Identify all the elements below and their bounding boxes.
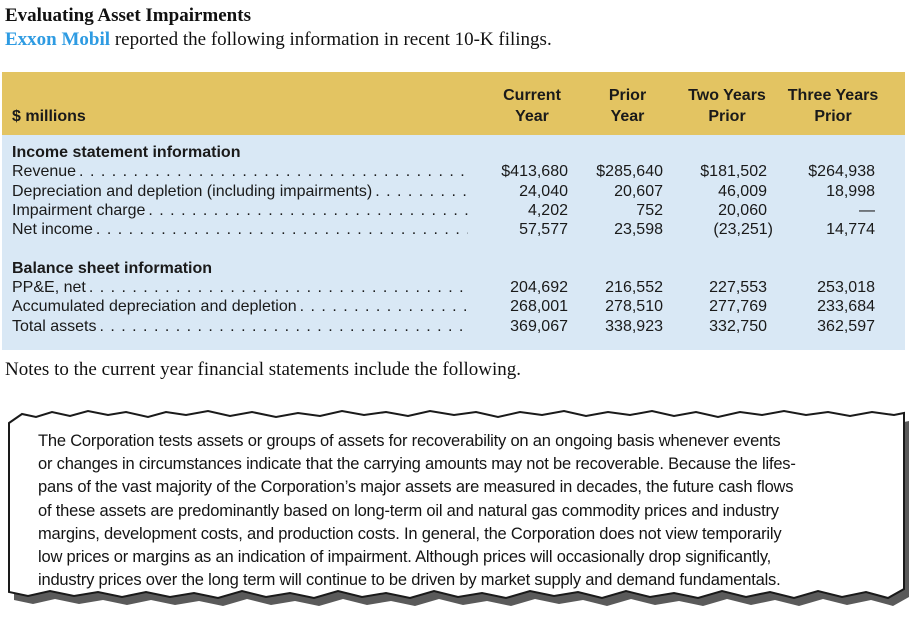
- cell-value: 752: [636, 201, 663, 219]
- cell-value: 277,769: [709, 298, 767, 316]
- table-row: Impairment charge 4,202 752 20,060 —: [12, 201, 875, 220]
- table-row: Total assets 369,067 338,923 332,750 362…: [12, 317, 875, 336]
- cell-value: 23,598: [614, 221, 663, 239]
- notes-lead: Notes to the current year financial stat…: [5, 359, 521, 380]
- cell-value: 57,577: [519, 221, 568, 239]
- cell-value: 233,684: [817, 298, 875, 316]
- row-label: Impairment charge: [12, 201, 146, 219]
- cell-value: 204,692: [510, 279, 568, 297]
- table-row: PP&E, net 204,692 216,552 227,553 253,01…: [12, 278, 875, 297]
- cell-value: $285,640: [596, 163, 663, 181]
- note-line: of these assets are predominantly based …: [38, 501, 779, 520]
- column-header-line: Current: [503, 87, 561, 104]
- table-row: Net income 57,577 23,598 (23,251) 14,774: [12, 220, 875, 239]
- column-header-three-years-prior: Three Years Prior: [779, 85, 887, 127]
- page-title: Evaluating Asset Impairments: [5, 5, 251, 26]
- cell-value: 332,750: [709, 317, 767, 335]
- note-line: pans of the vast majority of the Corpora…: [38, 478, 794, 497]
- row-label: Accumulated depreciation and depletion: [12, 298, 297, 316]
- note-text: The Corporation tests assets or groups o…: [38, 430, 884, 592]
- dot-leader: [79, 162, 468, 181]
- torn-paper-border: [8, 409, 909, 606]
- unit-label: $ millions: [12, 108, 86, 125]
- dot-leader: [300, 297, 468, 316]
- cell-value: 253,018: [817, 279, 875, 297]
- cell-value: 14,774: [826, 221, 875, 239]
- section-heading-balance-sheet: Balance sheet information: [12, 259, 213, 277]
- row-label: Net income: [12, 221, 93, 239]
- dot-leader: [99, 317, 468, 336]
- row-label: Depreciation and depletion (including im…: [12, 182, 373, 200]
- intro-text: Exxon Mobil reported the following infor…: [5, 29, 552, 51]
- cell-value: 4,202: [527, 201, 568, 219]
- torn-paper-outline: [8, 409, 905, 600]
- table-row: Depreciation and depletion (including im…: [12, 182, 875, 201]
- table-row: Accumulated depreciation and depletion 2…: [12, 297, 875, 316]
- column-header-line: Two Years: [688, 87, 766, 104]
- dot-leader: [96, 220, 468, 239]
- column-header-prior-year: Prior Year: [580, 85, 675, 127]
- section-spacer: [12, 239, 875, 258]
- note-line: low prices or margins as an indication o…: [38, 548, 772, 567]
- cell-value: 24,040: [519, 182, 568, 200]
- dot-leader: [375, 182, 468, 201]
- cell-value: (23,251): [713, 221, 773, 239]
- cell-value: 362,597: [817, 317, 875, 335]
- intro-rest: reported the following information in re…: [110, 29, 552, 50]
- row-label: Total assets: [12, 317, 97, 335]
- cell-value: $264,938: [808, 163, 875, 181]
- table-body: Income statement information Revenue $41…: [2, 135, 905, 350]
- column-header-line: Prior: [814, 108, 852, 125]
- cell-value: 338,923: [605, 317, 663, 335]
- table-row: Revenue $413,680 $285,640 $181,502 $264,…: [12, 162, 875, 181]
- cell-value: —: [859, 201, 875, 219]
- cell-value: $413,680: [501, 163, 568, 181]
- column-header-line: Three Years: [787, 87, 879, 104]
- row-label: PP&E, net: [12, 279, 86, 297]
- note-line: industry prices over the long term will …: [38, 571, 781, 590]
- cell-value: 46,009: [718, 182, 767, 200]
- column-header-two-years-prior: Two Years Prior: [675, 85, 779, 127]
- column-header-line: Prior: [608, 87, 647, 104]
- note-box: The Corporation tests assets or groups o…: [8, 403, 912, 617]
- note-line: The Corporation tests assets or groups o…: [38, 432, 781, 450]
- financial-table: $ millions Current Year Prior Year Two Y…: [2, 72, 905, 350]
- cell-value: $181,502: [700, 163, 767, 181]
- dot-leader: [148, 201, 468, 220]
- column-header-line: Prior: [708, 108, 746, 125]
- column-header-current-year: Current Year: [484, 85, 580, 127]
- cell-value: 20,060: [718, 201, 767, 219]
- section-heading-income-statement: Income statement information: [12, 144, 241, 161]
- cell-value: 20,607: [614, 182, 663, 200]
- table-header: $ millions Current Year Prior Year Two Y…: [2, 72, 905, 135]
- dot-leader: [89, 278, 468, 297]
- cell-value: 268,001: [510, 298, 568, 316]
- cell-value: 216,552: [605, 279, 663, 297]
- note-line: or changes in circumstances indicate tha…: [38, 455, 796, 474]
- cell-value: 227,553: [709, 279, 767, 297]
- cell-value: 278,510: [605, 298, 663, 316]
- note-line: margins, development costs, and producti…: [38, 524, 782, 543]
- row-label: Revenue: [12, 163, 77, 181]
- cell-value: 18,998: [826, 182, 875, 200]
- column-header-line: Year: [515, 108, 549, 125]
- company-name: Exxon Mobil: [5, 29, 111, 50]
- cell-value: 369,067: [510, 317, 568, 335]
- column-header-line: Year: [610, 108, 645, 125]
